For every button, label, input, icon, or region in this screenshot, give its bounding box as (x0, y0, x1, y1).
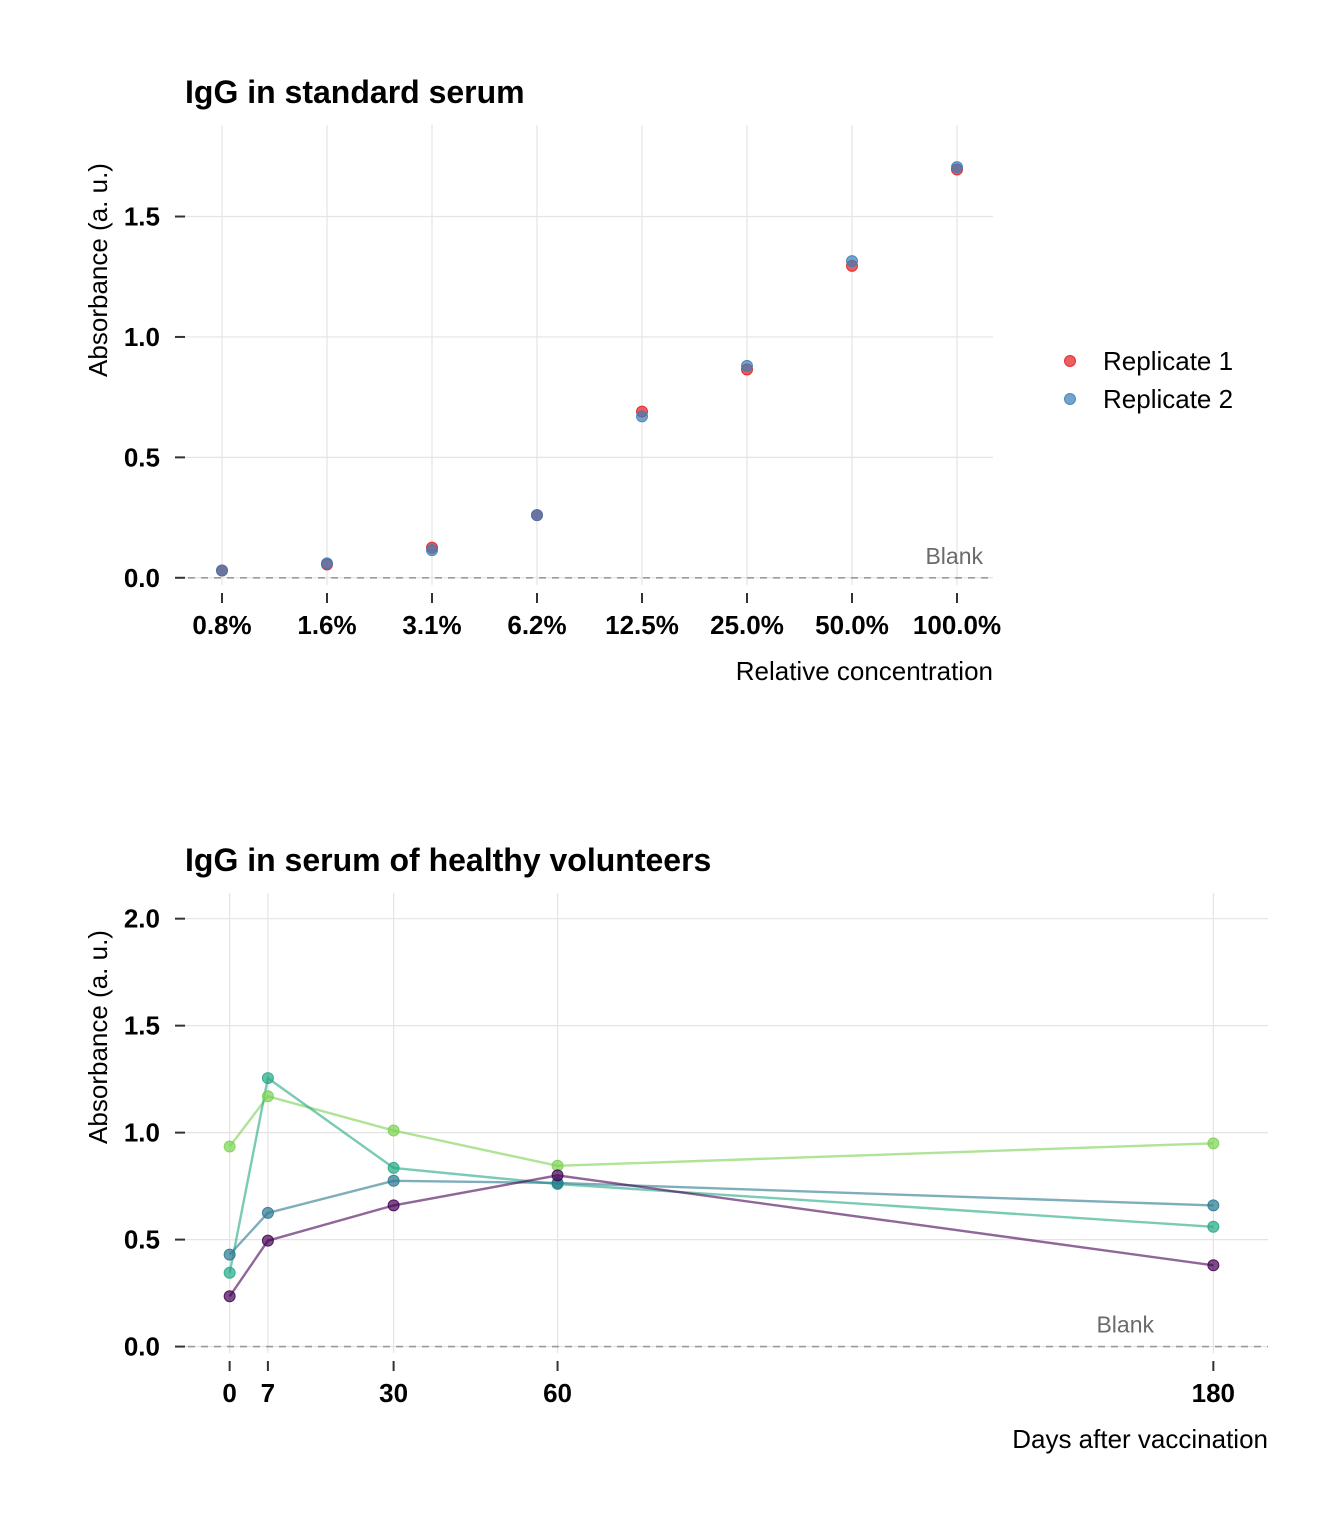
volunteers-panel: IgG in serum of healthy volunteers Blank… (83, 842, 1268, 1454)
x-tick-label: 7 (261, 1378, 275, 1408)
y-tick-label: 0.0 (124, 1332, 160, 1362)
data-point (1207, 1220, 1220, 1233)
y-axis: 0.0 0.5 1.0 1.5 2.0 (124, 904, 185, 1362)
x-tick-label: 180 (1192, 1378, 1235, 1408)
legend-label: Replicate 2 (1103, 384, 1233, 414)
x-tick-label: 0 (222, 1378, 236, 1408)
chart-title: IgG in standard serum (185, 74, 525, 110)
data-point (223, 1248, 236, 1261)
y-tick-label: 1.0 (124, 1118, 160, 1148)
x-axis: 0.8% 1.6% 3.1% 6.2% 12.5% 25.0% 50.0% 100.0% (192, 593, 1001, 640)
y-tick-label: 1.5 (124, 1011, 160, 1041)
x-tick-label: 25.0% (710, 610, 784, 640)
legend-marker (1064, 355, 1076, 367)
legend: Replicate 1 Replicate 2 (1064, 346, 1233, 414)
x-tick-label: 3.1% (402, 610, 461, 640)
y-tick-label: 0.5 (124, 442, 160, 472)
chart-title: IgG in serum of healthy volunteers (185, 842, 711, 878)
y-tick-label: 2.0 (124, 904, 160, 934)
data-point (387, 1199, 400, 1212)
y-tick-label: 0.5 (124, 1225, 160, 1255)
x-tick-label: 60 (543, 1378, 572, 1408)
y-axis-title: Absorbance (a. u.) (83, 163, 113, 377)
data-points (216, 161, 963, 577)
x-tick-label: 1.6% (297, 610, 356, 640)
data-points (223, 1072, 1220, 1303)
grid (175, 893, 1268, 1353)
x-axis-title: Relative concentration (736, 656, 993, 686)
data-point (1207, 1137, 1220, 1150)
data-point (216, 564, 228, 577)
data-point (951, 161, 963, 174)
data-point (636, 410, 648, 423)
legend-label: Replicate 1 (1103, 346, 1233, 376)
data-point (223, 1140, 236, 1153)
x-axis-title: Days after vaccination (1012, 1424, 1268, 1454)
data-point (531, 509, 543, 522)
y-tick-label: 0.0 (124, 563, 160, 593)
data-point (387, 1161, 400, 1174)
y-tick-label: 1.5 (124, 202, 160, 232)
series-line (228, 1076, 1214, 1274)
y-axis-title: Absorbance (a. u.) (83, 930, 113, 1144)
data-point (387, 1174, 400, 1187)
data-point (261, 1090, 274, 1103)
x-tick-label: 50.0% (815, 610, 889, 640)
data-point (741, 359, 753, 372)
data-point (1207, 1259, 1220, 1272)
standard-serum-panel: IgG in standard serum Blank 0.8% 1.6% 3.1%… (83, 74, 1233, 686)
data-point (1207, 1199, 1220, 1212)
data-point (321, 557, 333, 570)
series-lines (228, 1076, 1214, 1297)
x-tick-label: 0.8% (192, 610, 251, 640)
legend-marker (1064, 393, 1076, 405)
data-point (846, 255, 858, 268)
x-axis: 0 7 30 60 180 (222, 1361, 1235, 1408)
blank-label: Blank (1096, 1312, 1154, 1338)
x-tick-label: 30 (379, 1378, 408, 1408)
data-point (261, 1206, 274, 1219)
x-tick-label: 12.5% (605, 610, 679, 640)
grid (175, 125, 993, 585)
blank-label: Blank (925, 543, 983, 569)
data-point (426, 544, 438, 557)
data-point (387, 1124, 400, 1137)
y-tick-label: 1.0 (124, 322, 160, 352)
x-tick-label: 100.0% (913, 610, 1001, 640)
data-point (223, 1290, 236, 1303)
data-point (261, 1234, 274, 1247)
y-axis: 0.0 0.5 1.0 1.5 (124, 202, 185, 593)
data-point (261, 1072, 274, 1085)
x-tick-label: 6.2% (507, 610, 566, 640)
data-point (551, 1169, 564, 1182)
data-point (223, 1266, 236, 1279)
